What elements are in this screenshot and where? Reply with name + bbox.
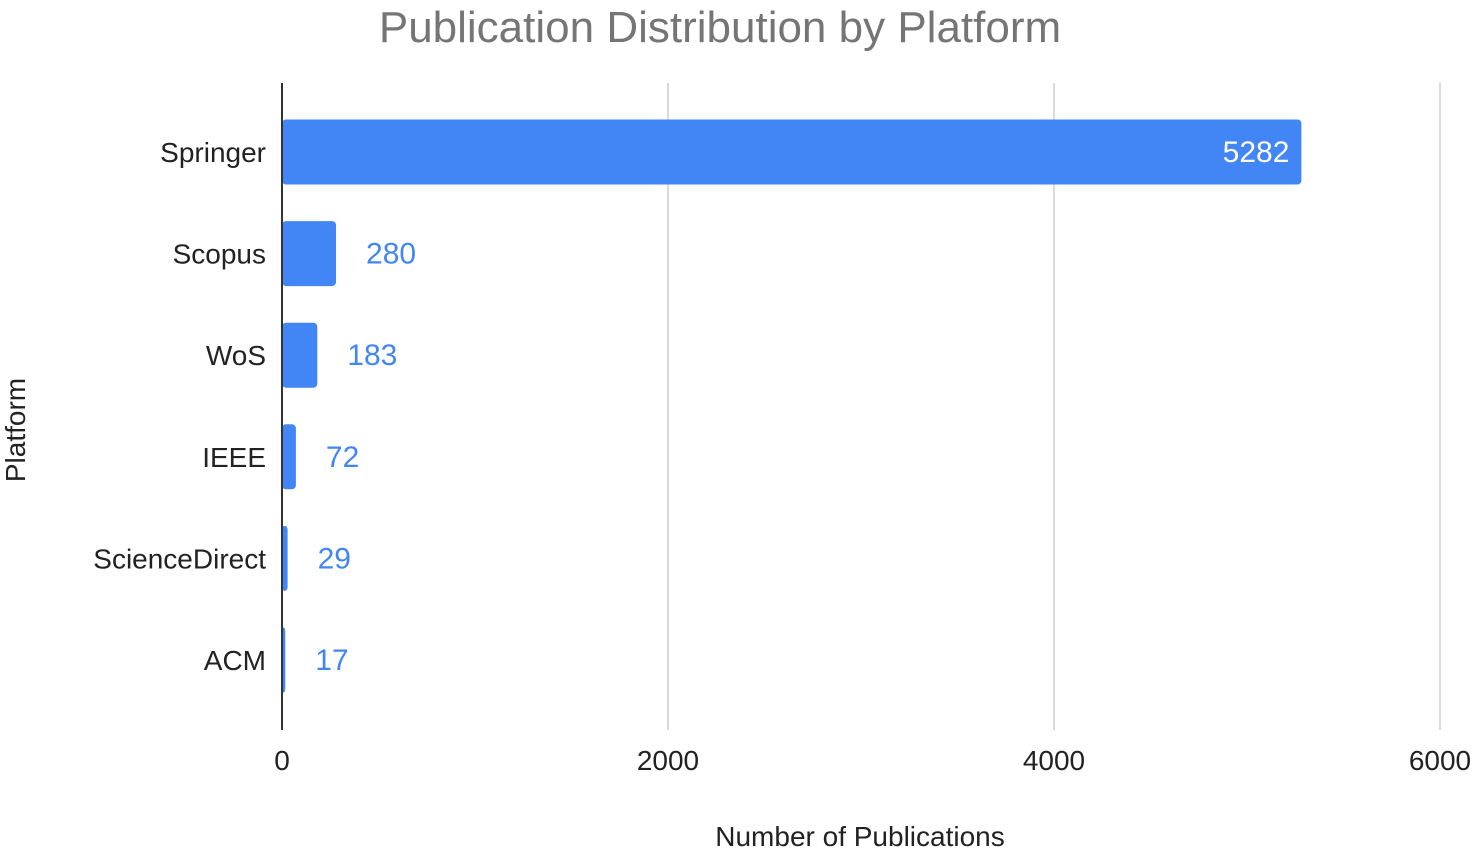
category-label-wos: WoS — [206, 340, 266, 371]
category-label-ieee: IEEE — [202, 442, 266, 473]
data-label-acm: 17 — [315, 644, 348, 677]
y-axis-label: Platform — [0, 378, 31, 482]
data-label-scopus: 280 — [366, 238, 416, 271]
x-tick-label-0: 0 — [274, 745, 290, 776]
x-tick-label-2000: 2000 — [637, 745, 699, 776]
category-label-scopus: Scopus — [173, 239, 266, 270]
data-label-wos: 183 — [347, 339, 397, 372]
gridlines — [667, 83, 1441, 730]
bar-springer — [282, 119, 1302, 185]
data-label-sciencedirect: 29 — [318, 542, 351, 575]
bar-wos — [282, 322, 318, 388]
data-label-springer: 5282 — [1223, 136, 1290, 169]
data-labels: 5282 280 183 72 29 17 — [315, 136, 1289, 677]
bar-scopus — [282, 221, 337, 287]
category-labels: Springer Scopus WoS IEEE ScienceDirect ACM — [93, 137, 266, 676]
data-label-ieee: 72 — [326, 441, 359, 474]
x-tick-label-6000: 6000 — [1409, 745, 1471, 776]
category-label-sciencedirect: ScienceDirect — [93, 543, 266, 574]
x-axis-label: Number of Publications — [715, 821, 1004, 852]
x-tick-label-4000: 4000 — [1023, 745, 1085, 776]
category-label-springer: Springer — [160, 137, 266, 168]
x-tick-labels: 0 2000 4000 6000 — [274, 745, 1471, 776]
bars — [282, 119, 1302, 693]
chart-title: Publication Distribution by Platform — [379, 3, 1061, 52]
category-label-acm: ACM — [204, 645, 266, 676]
bar-sciencedirect — [282, 525, 288, 591]
bar-ieee — [282, 424, 296, 490]
